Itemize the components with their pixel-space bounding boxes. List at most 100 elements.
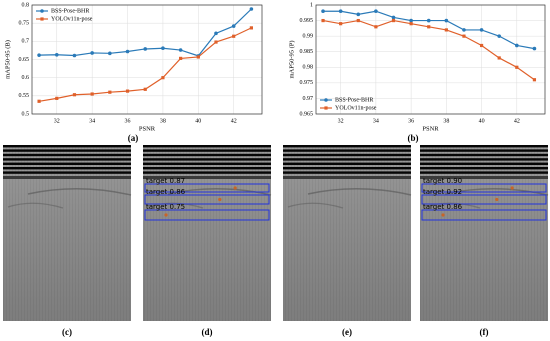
gpr-stripe — [143, 153, 271, 157]
y-tick-label: 0.7 — [22, 39, 30, 45]
keypoint — [218, 197, 222, 202]
point — [409, 22, 413, 26]
point — [391, 18, 396, 23]
gpr-stripe — [143, 145, 271, 148]
y-tick-label: 0.75 — [19, 21, 30, 27]
panel-caption: (a) — [128, 133, 139, 143]
x-tick-label: 32 — [54, 118, 60, 124]
point — [108, 90, 112, 94]
gpr-stripe — [283, 171, 411, 174]
point — [356, 18, 360, 23]
point — [444, 18, 449, 23]
point — [532, 78, 537, 82]
point — [321, 18, 325, 23]
x-tick-label: 38 — [160, 118, 166, 124]
y-tick-label: 0.99 — [303, 34, 314, 40]
point — [90, 51, 94, 55]
y-tick-label: 0.985 — [300, 49, 314, 55]
point — [55, 96, 59, 100]
point — [426, 18, 431, 23]
gpr-stripe — [143, 171, 271, 174]
point — [108, 51, 112, 56]
legend-marker — [324, 106, 328, 110]
detection-label: target 0.92 — [423, 188, 462, 196]
point — [462, 28, 466, 32]
detection-box — [421, 194, 547, 205]
x-tick-label: 42 — [514, 118, 520, 124]
point — [444, 28, 448, 32]
gpr-stripe — [283, 167, 411, 170]
x-tick-label: 34 — [373, 118, 379, 124]
point — [479, 43, 484, 48]
keypoint — [510, 186, 514, 190]
point — [214, 40, 218, 44]
gpr-stripe — [283, 153, 411, 157]
panel-caption: (f) — [480, 327, 489, 337]
gpr-stripe — [420, 145, 548, 148]
detection-label: target 0.90 — [423, 177, 462, 185]
gpr-stripe — [283, 158, 411, 161]
panel-caption: (e) — [342, 327, 352, 337]
legend-label: YOLOv11n-pose — [335, 105, 377, 111]
gpr-stripe — [3, 149, 131, 152]
detection-box — [144, 209, 270, 221]
point — [179, 56, 183, 61]
gpr-texture — [143, 145, 271, 321]
gpr-texture — [283, 145, 411, 321]
gpr-stripe — [420, 171, 548, 174]
gpr-stripe — [3, 158, 131, 161]
gpr-stripe — [420, 167, 548, 170]
x-axis-label: PSNR — [139, 125, 156, 132]
gpr-stripe — [420, 176, 548, 179]
point — [214, 31, 218, 36]
detection-label: target 0.86 — [146, 188, 186, 196]
gpr-stripe — [283, 149, 411, 152]
gpr-stripe — [3, 162, 131, 165]
y-tick-label: 0.965 — [300, 111, 314, 117]
y-tick-label: 0.975 — [300, 80, 314, 86]
point — [532, 46, 537, 51]
y-axis-label: mAP50-95 (B) — [4, 40, 11, 79]
gpr-stripe — [143, 158, 271, 161]
gpr-stripe — [283, 162, 411, 165]
detection-label: target 0.86 — [423, 203, 463, 211]
y-tick-label: 0.995 — [300, 18, 314, 24]
detection-label: target 0.87 — [146, 177, 185, 185]
x-tick-label: 38 — [443, 118, 449, 124]
keypoint — [441, 213, 445, 217]
point — [515, 43, 519, 48]
point — [479, 28, 484, 32]
point — [497, 56, 501, 60]
y-tick-label: 0.65 — [19, 57, 30, 63]
gpr-hyperbola — [307, 188, 412, 196]
point — [37, 99, 41, 103]
point — [249, 7, 254, 11]
panel-caption: (c) — [62, 327, 72, 337]
x-tick-label: 36 — [408, 118, 414, 124]
point — [72, 53, 77, 58]
point — [72, 93, 77, 97]
legend-label: BSS-Pose-BHR — [335, 97, 373, 103]
keypoint — [495, 197, 499, 202]
gpr-hyperbola — [27, 188, 132, 196]
point — [54, 52, 59, 57]
gpr-stripe — [3, 171, 131, 174]
point — [356, 12, 361, 17]
gpr-hyperbola — [147, 202, 204, 209]
point — [515, 65, 519, 69]
gpr-stripe — [3, 167, 131, 170]
point — [374, 9, 378, 14]
point — [462, 34, 466, 38]
series-line — [323, 10, 535, 50]
y-tick-label: 0.98 — [303, 65, 314, 71]
gpr-stripe — [143, 176, 271, 179]
legend-marker — [324, 98, 328, 102]
panel-caption: (d) — [202, 327, 213, 337]
gpr-texture — [3, 145, 131, 321]
point — [321, 9, 325, 14]
gpr-texture — [420, 145, 548, 321]
x-tick-label: 34 — [89, 118, 95, 124]
gpr-hyperbola — [7, 202, 64, 209]
gpr-stripe — [283, 176, 411, 179]
point — [161, 76, 165, 80]
